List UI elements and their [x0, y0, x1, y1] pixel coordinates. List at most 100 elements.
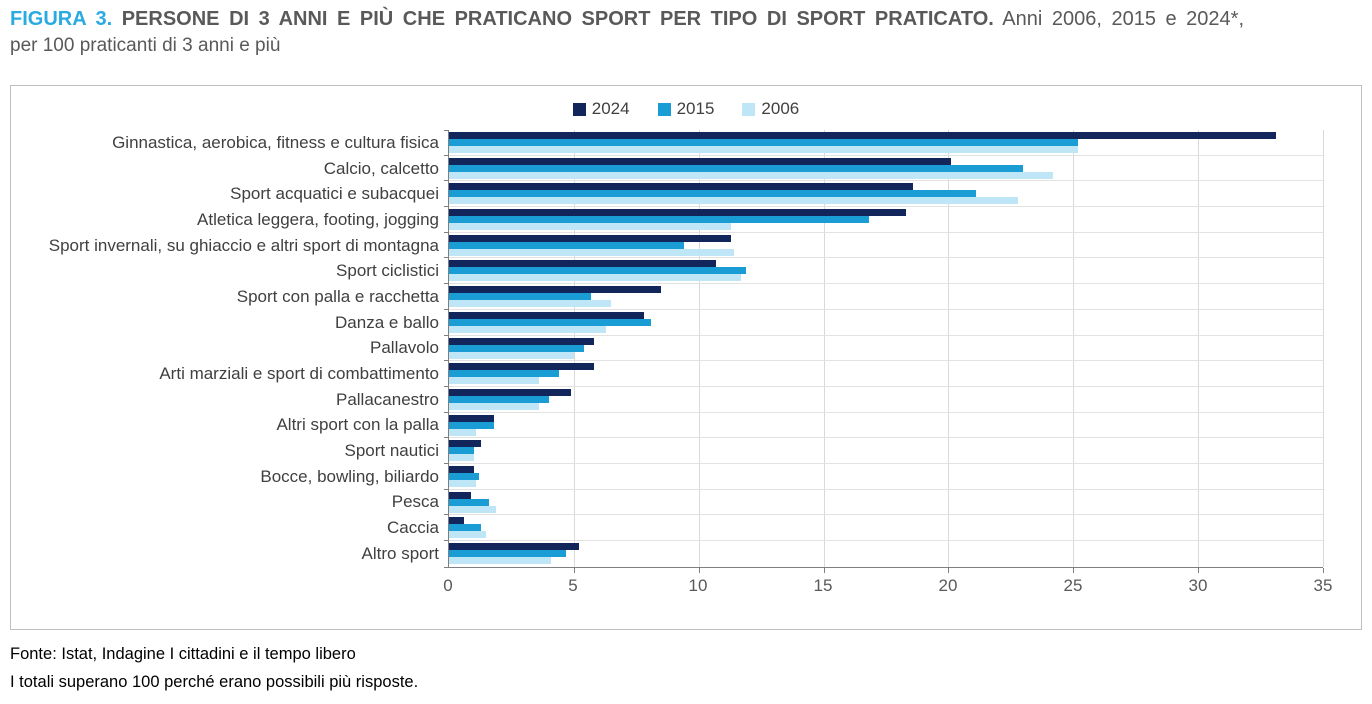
bar-group-row — [444, 515, 1323, 541]
source-note: Fonte: Istat, Indagine I cittadini e il … — [10, 645, 356, 663]
bar-2024 — [449, 440, 482, 448]
bar-group-row — [444, 258, 1323, 285]
y-tickmark — [444, 437, 449, 439]
x-axis-label-0: 0 — [443, 575, 453, 595]
bar-2006 — [449, 325, 607, 333]
legend-label: 2006 — [761, 99, 800, 118]
bar-2024 — [449, 209, 906, 217]
bar-2024 — [449, 260, 717, 268]
legend-item-2024: 2024 — [572, 99, 630, 119]
x-tickmark-15 — [823, 567, 825, 573]
gridline-35 — [1323, 130, 1324, 567]
gridline-10 — [698, 130, 700, 567]
bar-2006 — [449, 248, 734, 256]
category-label: Danza e ballo — [335, 312, 439, 332]
category-label: Calcio, calcetto — [323, 158, 439, 178]
bar-group-row — [444, 438, 1323, 464]
bar-group-row — [444, 541, 1323, 568]
legend-item-2015: 2015 — [657, 99, 715, 119]
figure-title-line: FIGURA 3. PERSONE DI 3 ANNI E PIÙ CHE PR… — [10, 6, 1362, 33]
category-label: Bocce, bowling, biliardo — [260, 466, 439, 486]
figure-subtitle-years: Anni 2006, 2015 e 2024*, — [1002, 8, 1245, 30]
y-tickmark — [444, 462, 449, 464]
bar-2006 — [449, 171, 1054, 179]
y-tickmark — [444, 411, 449, 413]
figure-number-label: FIGURA 3. — [10, 8, 113, 30]
bar-2015 — [449, 318, 652, 326]
bar-2006 — [449, 223, 732, 231]
bar-2024 — [449, 311, 644, 319]
category-label: Arti marziali e sport di combattimento — [159, 364, 439, 384]
bar-2015 — [449, 241, 684, 249]
bar-group-row — [444, 284, 1323, 310]
bar-2024 — [449, 543, 579, 550]
legend-label: 2015 — [676, 99, 715, 118]
bar-2015 — [449, 216, 869, 224]
bar-2006 — [449, 428, 477, 436]
bar-2024 — [449, 491, 472, 499]
y-tickmark — [444, 514, 449, 516]
bar-group-row — [444, 310, 1323, 336]
y-tickmark — [444, 308, 449, 310]
x-axis-label-35: 35 — [1313, 575, 1333, 595]
chart-footnotes: Fonte: Istat, Indagine I cittadini e il … — [10, 640, 418, 696]
bar-2015 — [449, 190, 976, 198]
bar-2006 — [449, 531, 487, 539]
y-tickmark — [444, 130, 449, 131]
category-label: Ginnastica, aerobica, fitness e cultura … — [112, 132, 439, 152]
legend-item-2006: 2006 — [742, 99, 799, 119]
bar-2006 — [449, 274, 742, 282]
bar-group-row — [444, 387, 1323, 413]
bar-2006 — [449, 146, 1079, 153]
bar-2015 — [449, 267, 747, 275]
y-tickmark — [444, 385, 449, 387]
legend-swatch-2006 — [742, 102, 756, 116]
bar-2024 — [449, 157, 951, 165]
method-note: I totali superano 100 perché erano possi… — [10, 673, 419, 691]
bar-2006 — [449, 402, 539, 410]
bar-2024 — [449, 465, 474, 473]
bar-group-row — [444, 207, 1323, 233]
bar-2015 — [449, 447, 474, 455]
gridline-25 — [1073, 130, 1075, 567]
bar-2024 — [449, 286, 662, 294]
figure-subtitle-unit: per 100 praticanti di 3 anni e più — [10, 35, 281, 56]
x-axis-label-25: 25 — [1063, 575, 1083, 595]
bar-group-row — [444, 130, 1323, 156]
y-tickmark — [444, 488, 449, 490]
bar-2006 — [449, 377, 539, 385]
bar-2015 — [449, 395, 549, 403]
category-label: Atletica leggera, footing, jogging — [197, 209, 439, 229]
category-label: Sport invernali, su ghiaccio e altri spo… — [48, 235, 439, 255]
bar-2024 — [449, 363, 594, 371]
figure-title-text: PERSONE DI 3 ANNI E PIÙ CHE PRATICANO SP… — [121, 8, 994, 30]
x-axis-label-20: 20 — [938, 575, 958, 595]
bar-2024 — [449, 132, 1276, 139]
category-label: Altri sport con la palla — [276, 415, 439, 435]
bar-2006 — [449, 479, 477, 487]
x-tickmark-5 — [573, 567, 575, 573]
category-label: Sport con palla e racchetta — [236, 286, 439, 306]
y-tickmark — [444, 334, 449, 336]
x-axis-label-5: 5 — [568, 575, 578, 595]
bar-2024 — [449, 388, 572, 396]
category-label: Caccia — [387, 518, 439, 538]
category-label: Altro sport — [361, 543, 439, 563]
y-tickmark — [444, 206, 449, 208]
x-axis-label-30: 30 — [1188, 575, 1208, 595]
bar-2024 — [449, 337, 594, 345]
bar-2015 — [449, 472, 479, 480]
y-tickmark — [444, 257, 449, 259]
bar-group-row — [444, 490, 1323, 516]
chart-body: Ginnastica, aerobica, fitness e cultura … — [11, 130, 1361, 573]
bar-2024 — [449, 183, 914, 191]
figure-title-block: FIGURA 3. PERSONE DI 3 ANNI E PIÙ CHE PR… — [0, 0, 1372, 58]
bar-group-row — [444, 464, 1323, 490]
chart-legend: 2024 2015 2006 — [11, 98, 1361, 120]
value-axis: 0 5 10 15 20 25 30 35 — [443, 575, 1332, 600]
bar-2015 — [449, 164, 1024, 172]
bar-2015 — [449, 421, 494, 429]
bar-2006 — [449, 505, 497, 513]
x-tickmark-30 — [1198, 567, 1200, 573]
